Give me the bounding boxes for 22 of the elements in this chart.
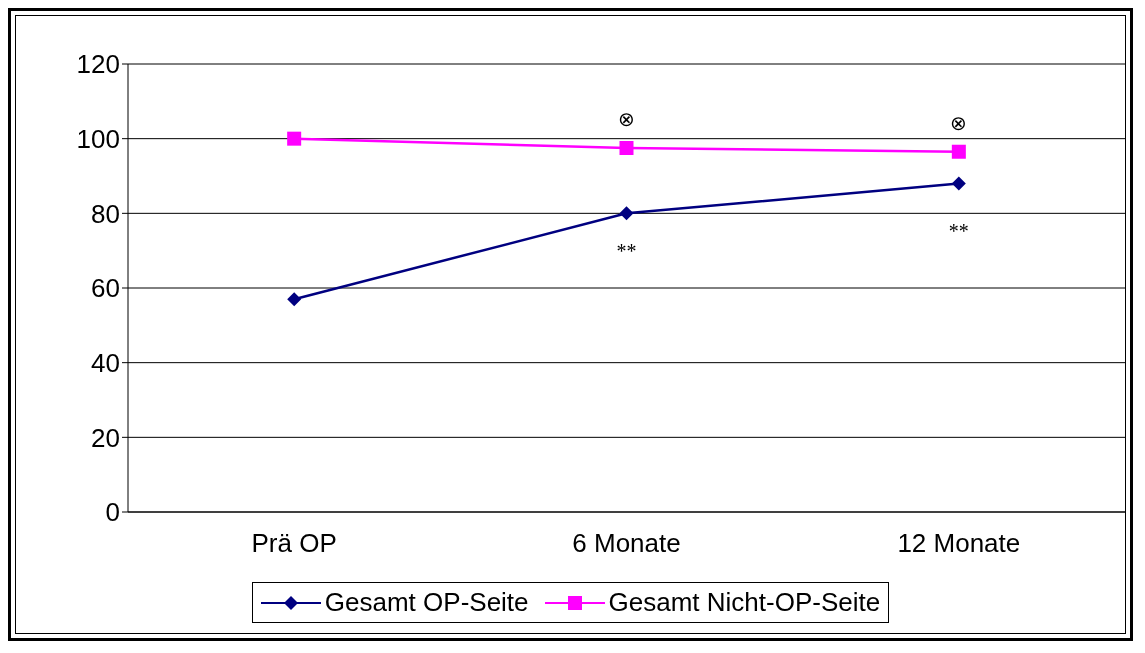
annotation: ⊗: [950, 111, 968, 134]
legend-label: Gesamt OP-Seite: [324, 587, 529, 618]
annotation: ⊗: [618, 108, 635, 130]
x-tick-label: 12 Monate: [897, 528, 1021, 559]
point: [287, 292, 302, 307]
y-tick-label: 100: [76, 123, 120, 154]
point: [951, 144, 966, 159]
x-tick-label: Prä OP: [251, 528, 337, 559]
legend-label: Gesamt Nicht-OP-Seite: [608, 587, 881, 618]
annotation: **: [616, 239, 637, 262]
point: [619, 206, 634, 221]
y-tick-label: 80: [91, 198, 120, 229]
point: [619, 141, 634, 155]
y-tick-label: 0: [105, 497, 120, 528]
point: [287, 131, 302, 146]
y-tick-label: 60: [91, 273, 120, 304]
y-tick-label: 20: [91, 422, 120, 453]
y-tick-label: 120: [76, 49, 120, 80]
annotation: **: [948, 219, 969, 242]
x-tick-label: 6 Monate: [572, 528, 681, 559]
point: [951, 176, 966, 191]
y-tick-label: 40: [91, 347, 120, 378]
